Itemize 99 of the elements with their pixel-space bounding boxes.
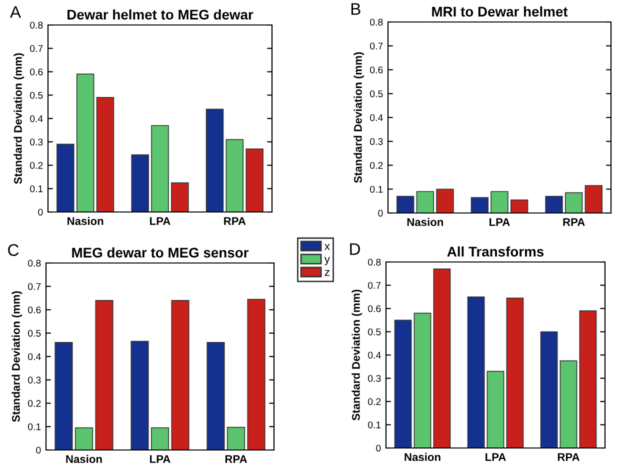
y-axis-title: Standard Deviation (mm): [12, 291, 22, 422]
y-tick-label: 0: [378, 210, 383, 217]
y-tick-label: 0.3: [370, 138, 383, 145]
bar: [396, 196, 414, 213]
bar: [486, 370, 504, 448]
y-tick-label: 0.4: [28, 353, 41, 360]
y-tick-label: 0.5: [28, 330, 41, 337]
bar: [506, 298, 524, 448]
y-tick-label: 0.6: [28, 306, 41, 314]
bar: [54, 342, 73, 450]
y-tick-label: 0.4: [30, 115, 43, 122]
y-tick-label: 0.4: [368, 352, 381, 359]
y-axis-title: Standard Deviation (mm): [354, 52, 364, 183]
x-tick-label: LPA: [490, 218, 510, 226]
legend-label: y: [324, 257, 330, 266]
y-axis-title: Standard Deviation (mm): [14, 53, 24, 184]
y-tick-label: 0.1: [370, 186, 383, 193]
y-tick-label: 0.2: [28, 400, 41, 407]
bar: [433, 268, 451, 448]
y-tick-label: 0.5: [370, 90, 383, 98]
x-tick-label: RPA: [225, 455, 248, 463]
bar: [151, 125, 169, 212]
y-tick-label: 0: [376, 444, 381, 452]
bar: [579, 310, 597, 448]
bar: [560, 360, 578, 448]
y-tick-label: 0.5: [368, 328, 381, 336]
bar: [246, 148, 264, 212]
bar: [584, 185, 602, 213]
y-axis-title: Standard Deviation (mm): [352, 290, 362, 420]
text: A: [10, 6, 22, 18]
y-tick-label: 0.1: [368, 421, 381, 428]
y-tick-label: 0: [36, 446, 41, 454]
bar: [95, 300, 114, 450]
bar: [226, 426, 246, 450]
y-tick-label: 0.5: [30, 92, 43, 99]
x-tick-label: LPA: [486, 453, 506, 461]
y-tick-label: 0.1: [28, 423, 41, 430]
bar: [150, 427, 170, 450]
chart-title: MRI to Dewar helmet: [432, 6, 568, 17]
text: C: [8, 244, 19, 256]
bar: [436, 188, 454, 213]
y-tick-label: 0.7: [368, 282, 381, 289]
bar: [206, 108, 224, 212]
bar: [467, 296, 485, 448]
bar: [96, 97, 114, 212]
chart-title: Dewar helmet to MEG dewar: [68, 9, 254, 20]
bar: [416, 191, 434, 213]
y-tick-label: 0.6: [370, 66, 383, 74]
chart-title: MEG dewar to MEG sensor: [72, 247, 249, 258]
x-tick-label: Nasion: [68, 216, 104, 226]
bar: [247, 298, 266, 450]
bar: [564, 192, 583, 213]
bar: [130, 340, 149, 450]
bar: [545, 196, 563, 213]
y-tick-label: 0.8: [30, 22, 43, 29]
bar: [206, 342, 225, 450]
y-tick-label: 0.4: [370, 114, 383, 122]
x-tick-label: Nasion: [66, 454, 102, 464]
y-tick-label: 0.6: [30, 68, 43, 76]
y-tick-label: 0.3: [30, 138, 43, 146]
bar: [226, 139, 244, 212]
bar: [470, 197, 489, 213]
bar: [510, 199, 528, 213]
y-tick-label: 0.7: [370, 42, 383, 50]
chart-title: All Transforms: [447, 246, 544, 257]
bar: [490, 191, 508, 213]
y-tick-label: 0.3: [368, 374, 381, 382]
y-tick-label: 0.8: [370, 18, 383, 26]
y-tick-label: 0.7: [28, 283, 41, 290]
legend-label: x: [324, 244, 330, 250]
bar: [131, 154, 149, 212]
y-tick-label: 0.8: [28, 260, 41, 267]
y-tick-label: 0: [38, 208, 43, 216]
x-tick-label: LPA: [150, 455, 170, 463]
bar: [56, 144, 74, 212]
bar: [394, 320, 412, 448]
x-tick-label: RPA: [563, 218, 585, 226]
bar: [414, 312, 432, 448]
y-tick-label: 0.2: [370, 162, 383, 169]
x-tick-label: RPA: [558, 453, 580, 461]
y-tick-label: 0.2: [30, 162, 43, 169]
x-tick-label: LPA: [150, 217, 170, 225]
y-tick-label: 0.1: [30, 185, 43, 192]
x-tick-label: Nasion: [407, 218, 443, 226]
bar: [171, 300, 190, 450]
y-tick-label: 0.6: [368, 305, 381, 312]
x-tick-label: RPA: [224, 217, 246, 225]
text: B: [351, 3, 360, 15]
text: D: [350, 243, 360, 255]
bar: [540, 331, 558, 448]
bar: [171, 182, 189, 212]
y-tick-label: 0.7: [30, 45, 43, 52]
y-tick-label: 0.2: [368, 398, 381, 406]
y-tick-label: 0.8: [368, 258, 381, 266]
legend-label: z: [324, 270, 330, 276]
x-tick-label: Nasion: [404, 452, 440, 462]
y-tick-label: 0.3: [28, 376, 41, 384]
bar: [76, 74, 94, 212]
bar: [74, 427, 94, 450]
